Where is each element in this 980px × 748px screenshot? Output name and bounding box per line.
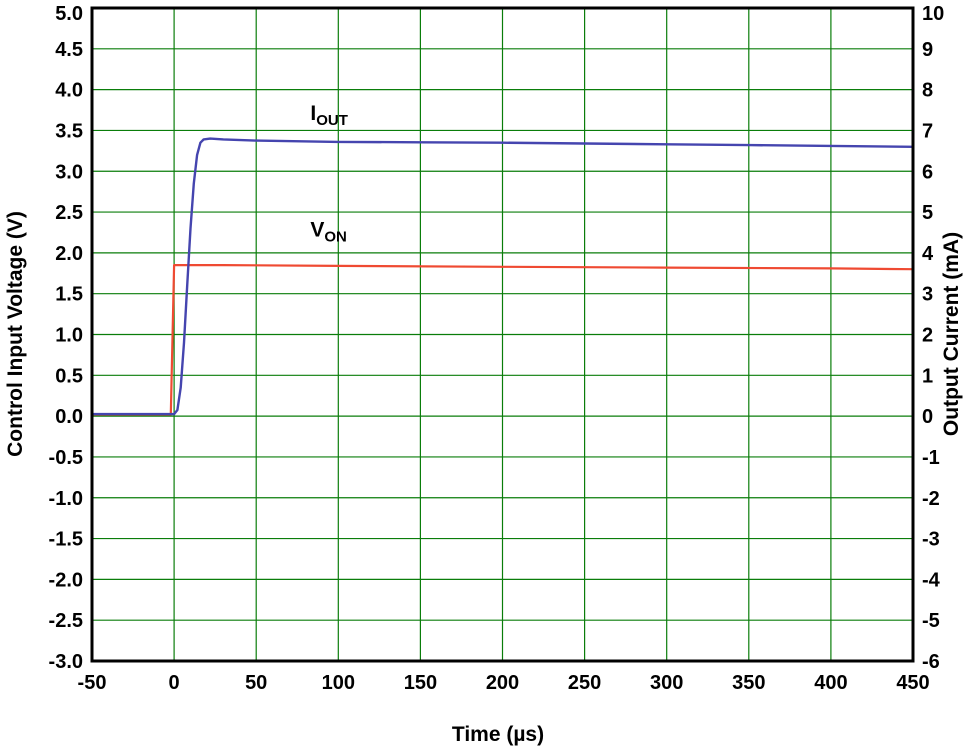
y-left-tick-label: 4.5 [55, 39, 83, 61]
y-left-tick-label: 1.0 [55, 325, 83, 347]
y-right-tick-label: 10 [922, 3, 944, 25]
x-tick-label: 350 [732, 672, 765, 694]
y-axis-right-title: Output Current (mA) [940, 232, 963, 436]
x-tick-label: 50 [245, 672, 267, 694]
y-axis-left-title: Control Input Voltage (V) [4, 211, 27, 457]
trace-label-iout: IOUT [310, 102, 348, 129]
y-left-tick-label: -1.5 [49, 529, 83, 551]
y-right-tick-label: -6 [922, 651, 940, 673]
x-tick-label: 300 [650, 672, 683, 694]
y-left-tick-label: -3.0 [49, 651, 83, 673]
trace-iout [90, 137, 915, 416]
y-right-tick-label: 6 [922, 161, 933, 183]
y-left-tick-label: 1.5 [55, 284, 83, 306]
x-tick-label: 450 [896, 672, 929, 694]
y-right-tick-label: 2 [922, 325, 933, 347]
y-right-tick-label: -2 [922, 488, 940, 510]
y-right-tick-label: 9 [922, 39, 933, 61]
x-tick-label: 100 [322, 672, 355, 694]
y-left-tick-label: 0.0 [55, 406, 83, 428]
x-tick-label: 0 [169, 672, 180, 694]
plot-border [90, 6, 915, 663]
y-left-tick-label: 2.0 [55, 243, 83, 265]
y-left-tick-label: -2.0 [49, 569, 83, 591]
y-right-tick-label: 4 [922, 243, 934, 265]
y-right-tick-label: -3 [922, 529, 940, 551]
y-left-tick-label: 0.5 [55, 365, 83, 387]
y-right-tick-label: 8 [922, 80, 933, 102]
trace-von [90, 264, 915, 416]
y-right-tick-label: -5 [922, 610, 940, 632]
x-tick-label: 250 [568, 672, 601, 694]
x-tick-label: -50 [78, 672, 107, 694]
y-right-tick-label: -1 [922, 447, 940, 469]
y-right-tick-label: 3 [922, 284, 933, 306]
y-right-tick-label: 7 [922, 120, 933, 142]
y-right-tick-label: 5 [922, 202, 933, 224]
x-tick-label: 150 [404, 672, 437, 694]
trace-label-von: VON [310, 219, 347, 246]
y-left-tick-label: -2.5 [49, 610, 83, 632]
chart-generated-layer: 5.0 4.5 4.0 3.5 3.0 2.5 2.0 1.5 1.0 0.5 0.0 -0.5 -1.… [49, 3, 945, 694]
y-left-tick-label: 2.5 [55, 202, 83, 224]
y-right-tick-label: 1 [922, 365, 933, 387]
x-axis-title: Time (µs) [452, 723, 544, 746]
y-left-tick-label: 3.0 [55, 161, 83, 183]
y-left-tick-label: 4.0 [55, 80, 83, 102]
x-tick-label: 200 [486, 672, 519, 694]
y-left-tick-label: 5.0 [55, 3, 83, 25]
y-right-tick-label: 0 [922, 406, 933, 428]
y-left-tick-label: -0.5 [49, 447, 83, 469]
y-left-tick-label: -1.0 [49, 488, 83, 510]
x-tick-label: 400 [814, 672, 847, 694]
y-right-tick-label: -4 [922, 569, 941, 591]
y-left-tick-label: 3.5 [55, 120, 83, 142]
